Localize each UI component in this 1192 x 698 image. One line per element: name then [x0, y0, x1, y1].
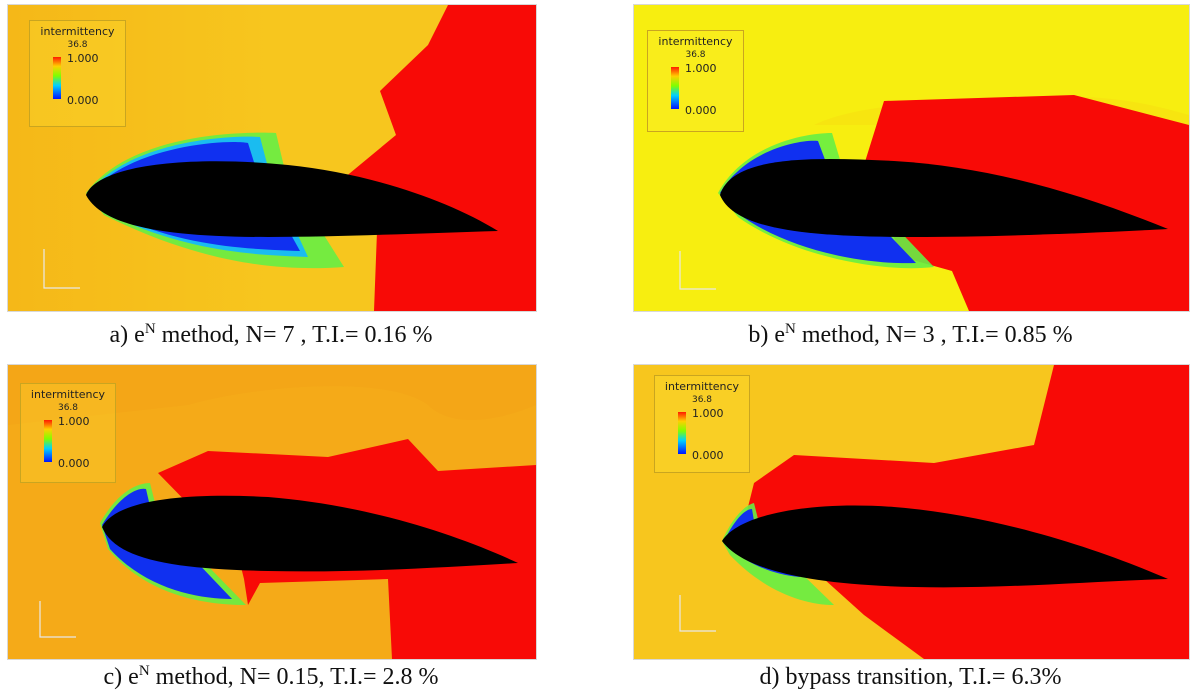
legend-subtitle: 36.8 [691, 395, 713, 405]
panel-d-field [634, 365, 1189, 659]
legend-title: intermittency [30, 388, 106, 401]
legend-colorbar [671, 67, 679, 109]
legend-subtitle: 36.8 [67, 40, 88, 50]
legend-min: 0.000 [692, 449, 724, 462]
legend-a: intermittency 36.8 1.000 0.000 [29, 20, 126, 127]
axis-triad-icon [679, 251, 716, 290]
panel-b-plot: intermittency 36.8 1.000 0.000 [633, 4, 1190, 312]
caption-a: a) eN method, N= 7 , T.I.= 0.16 % [109, 321, 433, 349]
legend-subtitle: 36.8 [685, 50, 706, 60]
panel-a-field [8, 5, 536, 311]
panel-a-plot: intermittency 36.8 1.000 0.000 [7, 4, 537, 312]
legend-subtitle: 36.8 [57, 403, 79, 413]
airfoil [102, 495, 518, 572]
legend-c: intermittency 36.8 1.000 0.000 [20, 383, 116, 483]
legend-title: intermittency [664, 380, 740, 393]
caption-b: b) eN method, N= 3 , T.I.= 0.85 % [748, 321, 1073, 349]
legend-min: 0.000 [67, 94, 99, 107]
legend-b: intermittency 36.8 1.000 0.000 [647, 30, 744, 132]
airfoil [722, 505, 1168, 588]
legend-colorbar [53, 57, 61, 99]
panel-c-plot: intermittency 36.8 1.000 0.000 [7, 364, 537, 660]
panel-c-field [8, 365, 536, 659]
legend-max: 1.000 [58, 415, 90, 428]
legend-max: 1.000 [692, 407, 724, 420]
axis-triad-icon [679, 595, 716, 632]
legend-title: intermittency [658, 35, 733, 48]
axis-triad-icon [43, 249, 80, 289]
airfoil [720, 158, 1168, 237]
turbulent-region [744, 365, 1189, 659]
axis-triad-icon [39, 601, 76, 638]
panel-d-plot: intermittency 36.8 1.000 0.000 [633, 364, 1190, 660]
legend-title: intermittency [40, 25, 115, 38]
airfoil [86, 161, 498, 237]
legend-d: intermittency 36.8 1.000 0.000 [654, 375, 750, 473]
panel-b-field [634, 5, 1189, 311]
legend-min: 0.000 [58, 457, 90, 470]
legend-max: 1.000 [67, 52, 99, 65]
legend-max: 1.000 [685, 62, 717, 75]
caption-c: c) eN method, N= 0.15, T.I.= 2.8 % [103, 663, 439, 691]
legend-min: 0.000 [685, 104, 717, 117]
legend-colorbar [678, 412, 686, 454]
caption-d: d) bypass transition, T.I.= 6.3% [759, 664, 1062, 690]
legend-colorbar [44, 420, 52, 462]
